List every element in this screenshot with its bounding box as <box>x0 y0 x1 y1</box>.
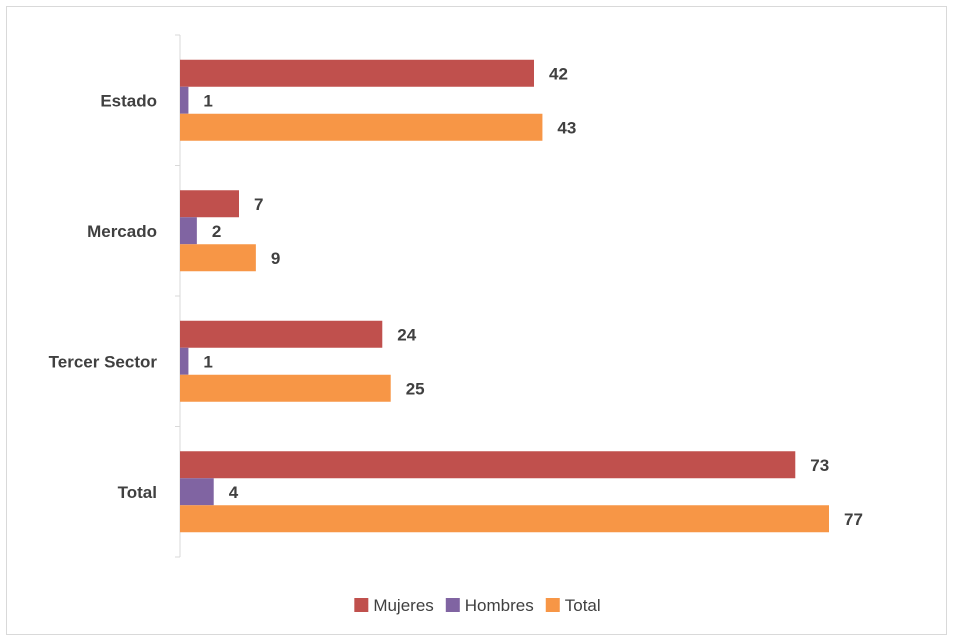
legend-label: Hombres <box>465 596 534 615</box>
data-label: 43 <box>557 118 576 137</box>
labels-layer: Estado 42 1 43 Mercado 7 2 9 Tercer Sector 24 1 25 T… <box>49 64 863 529</box>
data-label: 73 <box>810 456 829 475</box>
data-label: 77 <box>844 510 863 529</box>
legend-item-hombres: Hombres <box>445 596 534 615</box>
bar-total <box>180 244 256 272</box>
data-label: 24 <box>397 325 416 344</box>
category-label: Mercado <box>87 222 157 241</box>
category-label: Tercer Sector <box>49 352 158 371</box>
legend-swatch <box>545 598 560 612</box>
axis-layer <box>175 34 181 558</box>
bar-hombres <box>180 86 189 114</box>
bars-layer <box>180 59 829 533</box>
category-label: Total <box>118 483 157 502</box>
bar-mujeres <box>180 320 383 348</box>
data-label: 7 <box>254 195 263 214</box>
data-label: 9 <box>271 249 280 268</box>
bar-total <box>180 113 543 141</box>
bar-hombres <box>180 347 189 375</box>
legend: Mujeres Hombres Total <box>354 596 601 615</box>
data-label: 42 <box>549 64 568 83</box>
bar-mujeres <box>180 190 239 218</box>
category-label: Estado <box>100 91 157 110</box>
data-label: 4 <box>229 483 239 502</box>
bar-total <box>180 505 829 533</box>
legend-item-mujeres: Mujeres <box>354 596 434 615</box>
legend-item-total: Total <box>545 596 601 615</box>
bar-total <box>180 374 391 402</box>
data-label: 2 <box>212 222 221 241</box>
bar-hombres <box>180 217 197 245</box>
bar-mujeres <box>180 59 534 87</box>
bar-mujeres <box>180 451 796 479</box>
legend-label: Mujeres <box>373 596 433 615</box>
data-label: 1 <box>203 91 212 110</box>
legend-swatch <box>354 598 369 612</box>
data-label: 25 <box>406 379 425 398</box>
legend-swatch <box>445 598 460 612</box>
legend-label: Total <box>565 596 601 615</box>
bar-hombres <box>180 478 214 506</box>
data-label: 1 <box>203 352 212 371</box>
